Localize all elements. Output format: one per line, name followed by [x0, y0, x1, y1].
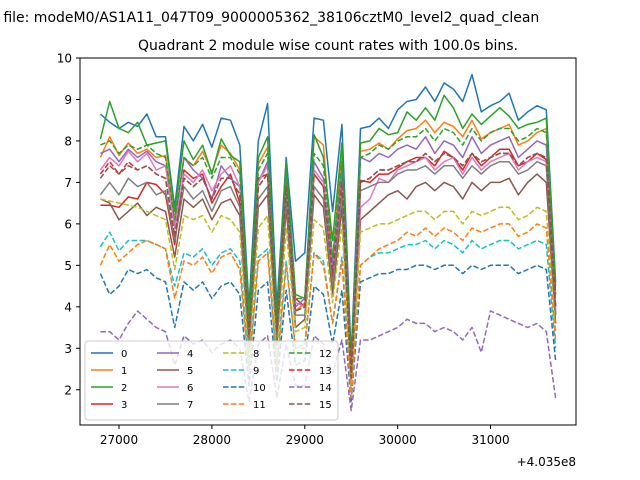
- legend-label-1: 1: [121, 366, 127, 377]
- legend-box: [84, 340, 339, 421]
- legend-label-11: 11: [253, 400, 266, 411]
- legend-label-0: 0: [121, 349, 127, 360]
- legend-label-7: 7: [187, 400, 193, 411]
- legend-label-5: 5: [187, 366, 193, 377]
- y-tick-label: 9: [64, 93, 72, 107]
- series-line-7: [99, 160, 557, 383]
- x-tick-label: 28000: [193, 433, 231, 447]
- legend-label-2: 2: [121, 383, 127, 394]
- axes-frame: [79, 57, 577, 426]
- legend-label-10: 10: [253, 383, 266, 394]
- x-tick-label: 27000: [100, 433, 138, 447]
- y-tick-label: 6: [64, 217, 72, 231]
- y-tick-label: 5: [64, 259, 72, 273]
- figure-suptitle: n file: modeM0/AS1A11_047T09_9000005362_…: [0, 10, 539, 26]
- y-tick-label: 10: [57, 52, 72, 66]
- series-line-5: [100, 173, 557, 387]
- legend-label-6: 6: [187, 383, 193, 394]
- chart-title: Quadrant 2 module wise count rates with …: [138, 38, 518, 54]
- legend-label-8: 8: [253, 349, 259, 360]
- x-axis-offset-label: +4.035e8: [517, 455, 576, 469]
- y-tick-label: 3: [64, 342, 72, 356]
- series-line-12: [100, 127, 557, 374]
- x-tick-label: 31000: [471, 433, 509, 447]
- y-tick-label: 7: [64, 176, 72, 190]
- series-line-10: [99, 264, 557, 403]
- legend-label-9: 9: [253, 366, 259, 377]
- legend-label-3: 3: [121, 400, 127, 411]
- legend-label-13: 13: [319, 366, 332, 377]
- x-tick-label: 29000: [286, 433, 324, 447]
- legend-label-4: 4: [187, 349, 193, 360]
- y-tick-label: 2: [64, 383, 72, 397]
- legend-label-15: 15: [319, 400, 332, 411]
- series-line-2: [99, 94, 557, 366]
- legend-label-14: 14: [319, 383, 332, 394]
- x-axis-ticks: 27000 28000 29000 30000 31000: [100, 425, 510, 447]
- series-line-11: [99, 223, 557, 399]
- series-line-0: [99, 73, 557, 358]
- y-tick-label: 4: [64, 300, 72, 314]
- y-axis-ticks: 2 3 4 5 6 7 8 9 10: [57, 52, 80, 397]
- x-tick-label: 30000: [379, 433, 417, 447]
- y-tick-label: 8: [64, 134, 72, 148]
- legend-label-12: 12: [319, 349, 332, 360]
- series-line-8: [100, 198, 557, 391]
- series-line-15: [99, 152, 557, 379]
